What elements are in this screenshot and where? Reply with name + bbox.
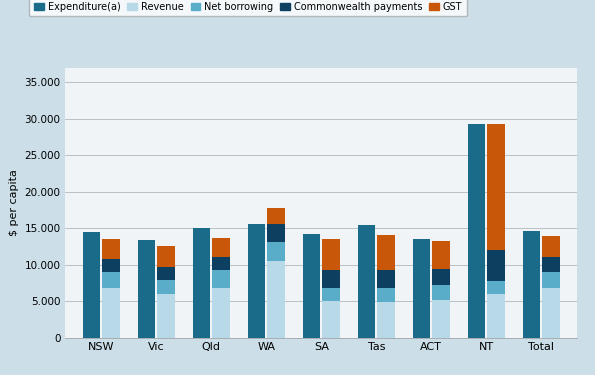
Bar (157, 294, 175, 338)
Legend: Expenditure(a), Revenue, Net borrowing, Commonwealth payments, GST: Expenditure(a), Revenue, Net borrowing, … (29, 0, 467, 16)
Bar (487, 124, 505, 250)
Bar (267, 242, 285, 261)
Bar (487, 250, 505, 280)
Bar (102, 239, 120, 259)
Bar (157, 267, 175, 280)
Bar (522, 231, 540, 338)
Bar (487, 294, 505, 338)
Bar (322, 270, 340, 288)
Bar (433, 285, 450, 300)
Bar (322, 239, 340, 270)
Bar (193, 228, 210, 338)
Bar (322, 288, 340, 301)
Bar (433, 300, 450, 338)
Bar (377, 235, 395, 270)
Bar (212, 288, 230, 338)
Bar (102, 288, 120, 338)
Bar (83, 232, 100, 338)
Bar (433, 269, 450, 285)
Bar (212, 237, 230, 257)
Bar (377, 288, 395, 303)
Bar (433, 241, 450, 269)
Bar (212, 257, 230, 270)
Bar (248, 224, 265, 338)
Bar (157, 280, 175, 294)
Bar (137, 240, 155, 338)
Bar (267, 224, 285, 242)
Bar (102, 272, 120, 288)
Bar (543, 257, 560, 272)
Bar (267, 261, 285, 338)
Bar (322, 301, 340, 338)
Bar (543, 236, 560, 257)
Bar (212, 270, 230, 288)
Y-axis label: $ per capita: $ per capita (9, 169, 19, 236)
Bar (413, 239, 430, 338)
Bar (543, 288, 560, 338)
Bar (468, 124, 486, 338)
Bar (102, 259, 120, 272)
Bar (157, 246, 175, 267)
Bar (267, 209, 285, 224)
Bar (358, 225, 375, 338)
Bar (377, 303, 395, 338)
Bar (487, 280, 505, 294)
Bar (543, 272, 560, 288)
Bar (303, 234, 320, 338)
Bar (377, 270, 395, 288)
